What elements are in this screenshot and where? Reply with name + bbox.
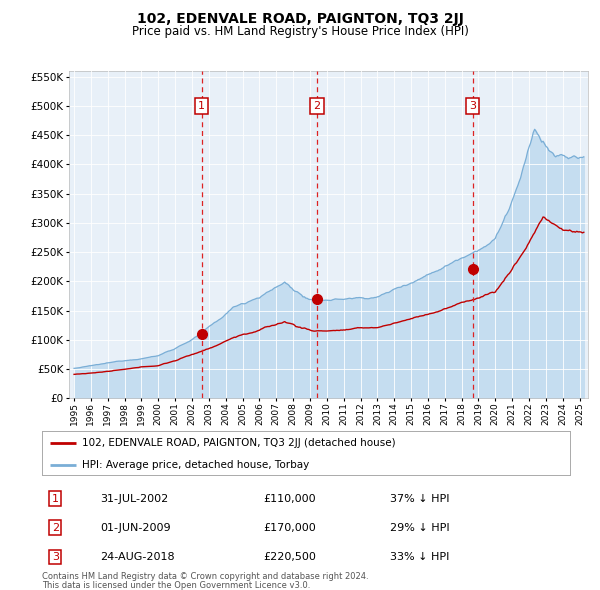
Text: 3: 3 — [469, 101, 476, 111]
Text: 37% ↓ HPI: 37% ↓ HPI — [391, 494, 450, 503]
Text: Price paid vs. HM Land Registry's House Price Index (HPI): Price paid vs. HM Land Registry's House … — [131, 25, 469, 38]
Text: £220,500: £220,500 — [264, 552, 317, 562]
Text: HPI: Average price, detached house, Torbay: HPI: Average price, detached house, Torb… — [82, 460, 309, 470]
Text: £170,000: £170,000 — [264, 523, 317, 533]
Text: This data is licensed under the Open Government Licence v3.0.: This data is licensed under the Open Gov… — [42, 581, 310, 589]
Text: 1: 1 — [52, 494, 59, 503]
Text: 2: 2 — [313, 101, 320, 111]
Text: 102, EDENVALE ROAD, PAIGNTON, TQ3 2JJ (detached house): 102, EDENVALE ROAD, PAIGNTON, TQ3 2JJ (d… — [82, 438, 395, 448]
Text: 3: 3 — [52, 552, 59, 562]
Text: £110,000: £110,000 — [264, 494, 316, 503]
Text: 29% ↓ HPI: 29% ↓ HPI — [391, 523, 450, 533]
Text: Contains HM Land Registry data © Crown copyright and database right 2024.: Contains HM Land Registry data © Crown c… — [42, 572, 368, 581]
Text: 1: 1 — [198, 101, 205, 111]
Text: 102, EDENVALE ROAD, PAIGNTON, TQ3 2JJ: 102, EDENVALE ROAD, PAIGNTON, TQ3 2JJ — [137, 12, 463, 26]
Text: 33% ↓ HPI: 33% ↓ HPI — [391, 552, 450, 562]
Text: 2: 2 — [52, 523, 59, 533]
Text: 31-JUL-2002: 31-JUL-2002 — [100, 494, 169, 503]
Text: 01-JUN-2009: 01-JUN-2009 — [100, 523, 171, 533]
Text: 24-AUG-2018: 24-AUG-2018 — [100, 552, 175, 562]
